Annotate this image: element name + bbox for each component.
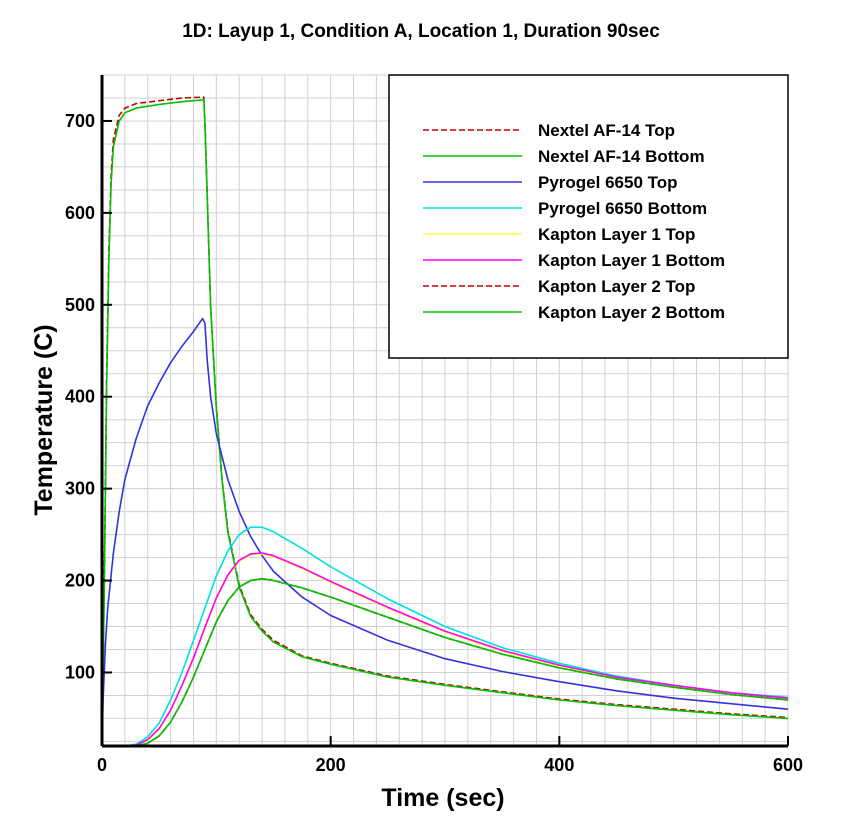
y-tick-label: 300 bbox=[65, 479, 95, 499]
y-tick-label: 400 bbox=[65, 387, 95, 407]
series-line-3 bbox=[101, 317, 789, 747]
x-tick-label: 0 bbox=[97, 755, 107, 775]
legend-box bbox=[388, 74, 789, 359]
x-axis-label: Time (sec) bbox=[381, 784, 504, 812]
legend-label-1: Nextel AF-14 Top bbox=[538, 121, 675, 140]
series-line-6 bbox=[102, 552, 789, 747]
x-tick-label: 600 bbox=[773, 755, 803, 775]
chart-title: 1D: Layup 1, Condition A, Location 1, Du… bbox=[182, 21, 660, 42]
legend-label-4: Pyrogel 6650 Bottom bbox=[538, 199, 707, 218]
legend-label-3: Pyrogel 6650 Top bbox=[538, 173, 678, 192]
legend-label-2: Nextel AF-14 Bottom bbox=[538, 147, 705, 166]
y-tick-label: 500 bbox=[65, 295, 95, 315]
y-tick-label: 700 bbox=[65, 111, 95, 131]
x-tick-label: 200 bbox=[316, 755, 346, 775]
grid-lines bbox=[102, 74, 789, 746]
y-tick-label: 600 bbox=[65, 203, 95, 223]
legend-label-7: Kapton Layer 2 Top bbox=[538, 277, 695, 296]
legend: Nextel AF-14 Top Nextel AF-14 Bottom Pyrog… bbox=[388, 74, 789, 359]
series-line-8 bbox=[102, 577, 789, 747]
y-tick-label: 100 bbox=[65, 662, 95, 682]
legend-label-6: Kapton Layer 1 Bottom bbox=[538, 251, 725, 270]
y-tick-label: 200 bbox=[65, 571, 95, 591]
series-line-4 bbox=[102, 526, 789, 747]
axes: 0 200 400 600 100 200 300 400 500 600 700 bbox=[65, 75, 803, 775]
legend-label-8: Kapton Layer 2 Bottom bbox=[538, 303, 725, 322]
y-axis-label: Temperature (C) bbox=[30, 324, 58, 515]
x-tick-label: 400 bbox=[544, 755, 574, 775]
legend-label-5: Kapton Layer 1 Top bbox=[538, 225, 695, 244]
series-lines bbox=[101, 96, 789, 747]
